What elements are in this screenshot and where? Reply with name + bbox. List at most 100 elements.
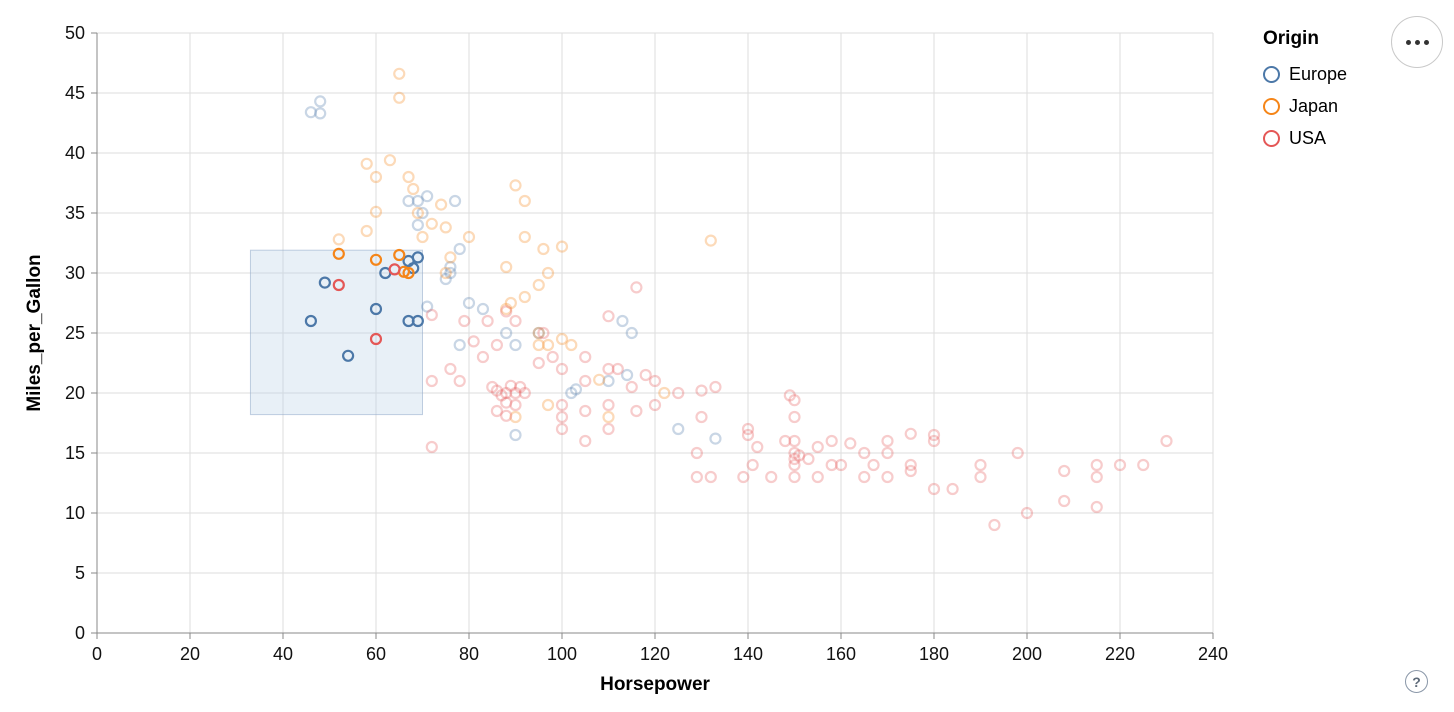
data-point xyxy=(532,356,545,370)
data-point xyxy=(593,373,606,386)
data-point xyxy=(602,362,615,376)
data-point xyxy=(625,326,638,340)
data-point xyxy=(537,326,550,340)
data-point xyxy=(648,374,662,388)
data-point xyxy=(393,67,406,80)
data-point xyxy=(425,440,438,454)
data-point xyxy=(1113,458,1127,472)
data-point xyxy=(318,276,331,289)
data-point xyxy=(407,182,420,196)
data-point xyxy=(630,404,643,418)
usa-swatch-icon xyxy=(1263,129,1280,147)
data-point xyxy=(695,384,708,397)
data-point xyxy=(765,470,778,484)
data-point xyxy=(555,332,569,346)
data-point xyxy=(360,224,373,238)
options-menu-button[interactable] xyxy=(1391,16,1443,68)
data-point xyxy=(904,464,917,478)
data-point xyxy=(737,470,750,484)
legend-label: USA xyxy=(1289,127,1327,148)
data-point xyxy=(462,296,476,310)
y-tick-label: 50 xyxy=(65,23,85,43)
ellipsis-icon xyxy=(1423,39,1429,45)
data-point xyxy=(425,374,438,388)
data-point xyxy=(788,434,801,448)
y-axis-title: Miles_per_Gallon xyxy=(24,254,45,411)
data-point xyxy=(467,335,480,348)
data-point xyxy=(314,95,327,108)
data-point xyxy=(1020,506,1034,520)
data-point xyxy=(490,384,503,397)
data-point xyxy=(509,428,522,442)
data-point xyxy=(555,422,569,436)
data-point xyxy=(448,194,462,208)
data-point xyxy=(500,260,513,274)
data-point xyxy=(555,398,569,412)
data-point xyxy=(369,332,383,346)
data-point xyxy=(751,440,764,454)
y-tick-label: 45 xyxy=(65,83,85,103)
data-point xyxy=(500,409,513,422)
data-point xyxy=(462,230,476,244)
data-point xyxy=(360,157,373,170)
data-point xyxy=(690,446,703,460)
ellipsis-icon xyxy=(1405,39,1411,45)
data-point xyxy=(444,251,457,264)
data-point xyxy=(532,278,545,292)
data-point xyxy=(546,350,559,364)
data-point xyxy=(476,350,490,364)
data-point xyxy=(881,470,894,484)
data-point xyxy=(416,206,429,220)
brush-rect[interactable] xyxy=(249,249,423,416)
data-point xyxy=(402,170,415,184)
data-point xyxy=(304,106,317,119)
data-point xyxy=(500,305,513,318)
data-point xyxy=(788,394,801,407)
data-point xyxy=(811,470,824,484)
data-point xyxy=(532,326,545,340)
data-point xyxy=(509,386,522,400)
data-point xyxy=(444,362,457,376)
data-point xyxy=(988,518,1001,532)
data-point xyxy=(541,338,555,352)
data-point xyxy=(393,91,406,104)
data-point xyxy=(690,470,703,484)
x-tick-label: 220 xyxy=(1105,644,1135,664)
data-point xyxy=(1160,434,1173,448)
data-point xyxy=(425,217,438,230)
data-point xyxy=(1090,470,1103,484)
data-points xyxy=(304,67,1173,532)
legend-item-europe: Europe xyxy=(1263,58,1347,90)
data-point xyxy=(416,230,429,244)
data-point xyxy=(490,404,503,418)
data-point xyxy=(825,458,838,472)
data-point xyxy=(453,338,466,352)
x-tick-label: 140 xyxy=(733,644,763,664)
data-point xyxy=(514,380,527,394)
x-tick-label: 100 xyxy=(547,644,577,664)
data-point xyxy=(746,458,759,472)
data-point xyxy=(369,205,383,218)
brush-selection[interactable] xyxy=(249,249,423,416)
legend: Origin Europe Japan USA xyxy=(1263,28,1347,154)
data-point xyxy=(783,389,796,402)
data-point xyxy=(620,368,634,382)
data-point xyxy=(555,240,569,253)
x-tick-label: 40 xyxy=(273,644,293,664)
data-point xyxy=(709,432,722,445)
data-point xyxy=(1090,500,1103,514)
data-point xyxy=(504,379,517,392)
data-point xyxy=(579,434,592,448)
data-point xyxy=(411,218,424,232)
data-point xyxy=(858,470,871,484)
legend-title: Origin xyxy=(1263,28,1319,49)
data-point xyxy=(1058,494,1071,508)
data-point xyxy=(788,410,801,424)
data-point xyxy=(974,470,987,484)
data-point xyxy=(332,247,345,260)
data-point xyxy=(383,154,397,167)
data-point xyxy=(388,263,401,276)
help-button[interactable]: ? xyxy=(1405,670,1428,693)
